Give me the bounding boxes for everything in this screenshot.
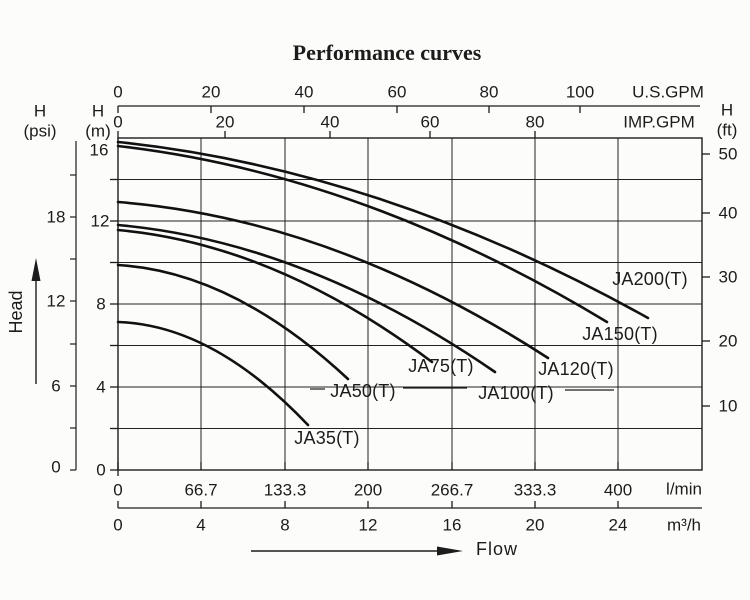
head-m-unit: (m) bbox=[85, 121, 111, 141]
chart-title: Performance curves bbox=[292, 40, 482, 65]
m3h-tick: 8 bbox=[280, 515, 290, 535]
head-m-tick: 0 bbox=[96, 460, 106, 480]
head-m-tick: 12 bbox=[90, 211, 110, 231]
lmin-tick: 200 bbox=[353, 480, 383, 500]
head-axis-label: Head bbox=[6, 290, 26, 334]
lmin-tick: 266.7 bbox=[430, 480, 474, 500]
head-m-tick: 8 bbox=[96, 294, 106, 314]
head-psi-unit: (psi) bbox=[23, 121, 57, 141]
head-ft-tick: 50 bbox=[718, 144, 738, 164]
us-gpm-tick: 60 bbox=[387, 82, 407, 102]
m3h-tick: 20 bbox=[525, 515, 545, 535]
m3h-tick: 0 bbox=[113, 515, 123, 535]
lmin-unit: l/min bbox=[666, 479, 702, 499]
head-ft-tick: 40 bbox=[718, 203, 738, 223]
curve-ja100 bbox=[116, 223, 497, 374]
head-m-header: H bbox=[91, 101, 105, 121]
curve-ja75 bbox=[116, 228, 434, 364]
flow-axis-label: Flow bbox=[475, 539, 519, 559]
curve-label-ja50: JA50(T) bbox=[330, 381, 396, 401]
head-arrow bbox=[31, 258, 41, 384]
m3h-unit: m³/h bbox=[667, 515, 701, 535]
curve-label-ja120: JA120(T) bbox=[538, 359, 614, 379]
lmin-axis bbox=[117, 462, 619, 476]
curve-ja50 bbox=[116, 263, 350, 381]
curve-ja150 bbox=[116, 144, 609, 324]
head-psi-tick: 6 bbox=[51, 376, 61, 396]
m3h-axis bbox=[117, 501, 702, 509]
curve-label-ja75: JA75(T) bbox=[408, 356, 474, 376]
imp-gpm-tick: 20 bbox=[215, 112, 235, 132]
grid-lines bbox=[118, 138, 702, 470]
curve-ja120 bbox=[116, 200, 550, 360]
head-psi-tick: 12 bbox=[46, 291, 66, 311]
curve-label-ja35: JA35(T) bbox=[294, 428, 360, 448]
curve-ja200 bbox=[116, 140, 650, 320]
us-gpm-axis bbox=[117, 105, 700, 113]
head-ft-header: H bbox=[720, 100, 734, 120]
imp-gpm-axis bbox=[117, 131, 536, 138]
m3h-tick: 24 bbox=[608, 515, 628, 535]
imp-gpm-tick: 40 bbox=[320, 112, 340, 132]
curve-label-ja100: JA100(T) bbox=[478, 383, 554, 403]
lmin-tick: 333.3 bbox=[513, 480, 557, 500]
head-m-axis bbox=[110, 178, 118, 471]
head-psi-header: H bbox=[33, 101, 47, 121]
us-gpm-tick: 100 bbox=[565, 82, 595, 102]
curve-ja35 bbox=[116, 320, 310, 427]
us-gpm-tick: 80 bbox=[479, 82, 499, 102]
imp-gpm-tick: 0 bbox=[113, 112, 123, 132]
head-m-tick: 16 bbox=[89, 140, 109, 160]
pump-curves bbox=[116, 140, 650, 427]
head-ft-axis bbox=[702, 153, 710, 407]
head-ft-tick: 10 bbox=[718, 396, 738, 416]
head-ft-tick: 30 bbox=[718, 267, 738, 287]
head-psi-tick: 18 bbox=[46, 207, 66, 227]
head-ft-tick: 20 bbox=[718, 331, 738, 351]
head-m-tick: 4 bbox=[96, 377, 106, 397]
us-gpm-tick: 0 bbox=[113, 82, 123, 102]
head-ft-unit: (ft) bbox=[716, 120, 738, 140]
curve-label-ja150: JA150(T) bbox=[582, 324, 658, 344]
lmin-tick: 400 bbox=[603, 480, 633, 500]
label-leader-lines bbox=[310, 387, 614, 391]
m3h-tick: 4 bbox=[196, 515, 206, 535]
lmin-tick: 133.3 bbox=[263, 480, 307, 500]
imp-gpm-unit: IMP.GPM bbox=[623, 112, 695, 132]
imp-gpm-tick: 80 bbox=[525, 112, 545, 132]
lmin-tick: 0 bbox=[113, 480, 123, 500]
head-psi-tick: 0 bbox=[51, 457, 61, 477]
lmin-tick: 66.7 bbox=[184, 480, 218, 500]
head-psi-axis bbox=[70, 141, 77, 471]
m3h-tick: 16 bbox=[442, 515, 462, 535]
us-gpm-tick: 20 bbox=[201, 82, 221, 102]
m3h-tick: 12 bbox=[358, 515, 378, 535]
curve-label-ja200: JA200(T) bbox=[612, 269, 688, 289]
us-gpm-tick: 40 bbox=[294, 82, 314, 102]
us-gpm-unit: U.S.GPM bbox=[632, 82, 704, 102]
imp-gpm-tick: 60 bbox=[420, 112, 440, 132]
flow-arrow bbox=[251, 546, 463, 556]
